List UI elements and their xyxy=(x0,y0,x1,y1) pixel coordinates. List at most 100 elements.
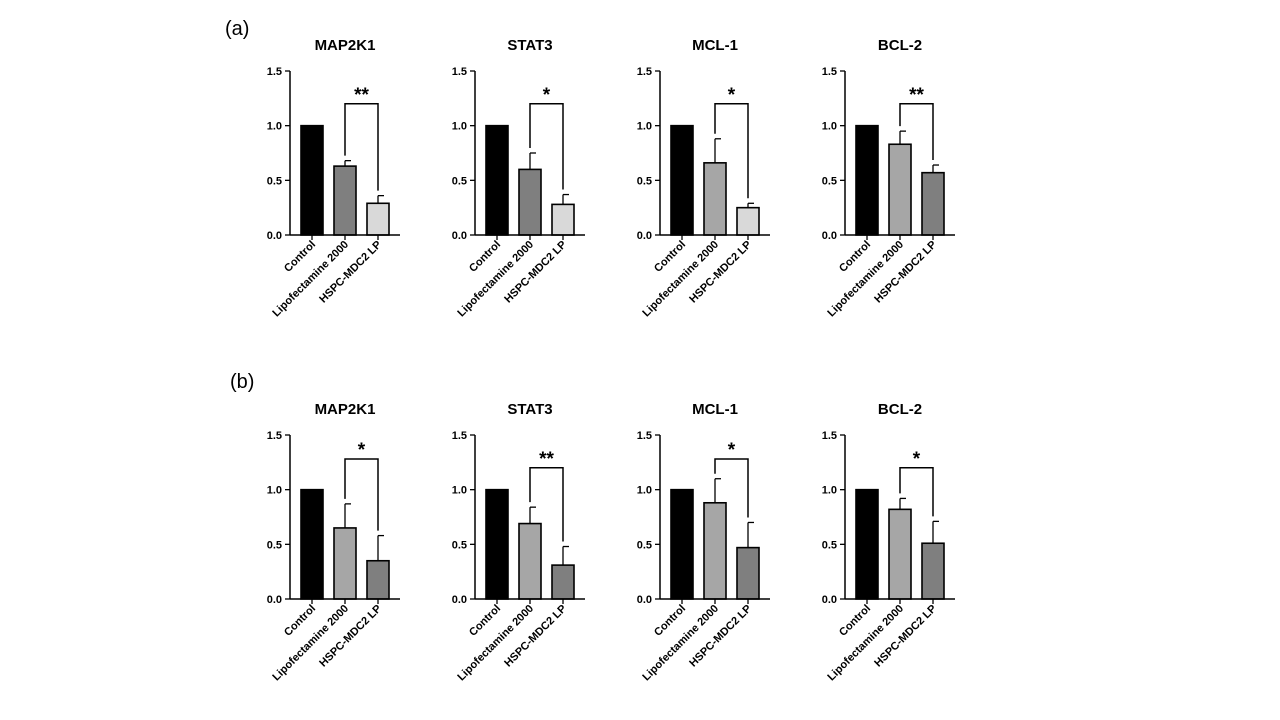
significance-bracket xyxy=(899,103,934,161)
category-label: HSPC-MDC2 LP xyxy=(872,239,939,306)
bar-0 xyxy=(300,488,324,600)
significance-label: * xyxy=(913,449,921,470)
bar-0 xyxy=(855,124,879,236)
y-tick-label: 0.5 xyxy=(637,175,652,187)
chart-title: MAP2K1 xyxy=(315,37,376,54)
y-tick-label: 1.5 xyxy=(267,430,282,442)
panel-label-a: (a) xyxy=(225,18,249,40)
y-tick-label: 1.5 xyxy=(637,66,652,78)
bar-1 xyxy=(518,168,542,236)
bar-1 xyxy=(888,508,912,600)
bar-1 xyxy=(703,162,727,236)
significance-bracket xyxy=(529,467,564,542)
y-tick-label: 1.0 xyxy=(452,121,467,133)
category-label: HSPC-MDC2 LP xyxy=(502,239,569,306)
category-label: HSPC-MDC2 LP xyxy=(502,603,569,670)
significance-label: ** xyxy=(909,85,924,106)
bar-2 xyxy=(551,203,575,236)
chart-title: MAP2K1 xyxy=(315,401,376,418)
significance-bracket xyxy=(714,458,749,518)
y-tick-label: 0.0 xyxy=(822,594,837,606)
chart-title: STAT3 xyxy=(507,401,552,418)
bar-2 xyxy=(551,564,575,600)
bar-1 xyxy=(333,165,357,236)
significance-label: ** xyxy=(539,449,554,470)
y-tick-label: 0.0 xyxy=(267,594,282,606)
y-tick-label: 0.0 xyxy=(267,230,282,242)
y-tick-label: 1.5 xyxy=(822,66,837,78)
significance-bracket xyxy=(529,103,564,190)
bar-0 xyxy=(300,124,324,236)
bar-1 xyxy=(888,143,912,236)
chart-title: MCL-1 xyxy=(692,401,738,418)
bar-2 xyxy=(736,206,760,236)
chart-title: MCL-1 xyxy=(692,37,738,54)
chart-title: BCL-2 xyxy=(878,37,922,54)
significance-bracket xyxy=(899,467,934,517)
y-tick-label: 0.5 xyxy=(267,175,282,187)
bar-0 xyxy=(670,124,694,236)
bar-2 xyxy=(366,202,390,236)
chart-title: BCL-2 xyxy=(878,401,922,418)
panel-label-b: (b) xyxy=(230,371,254,393)
significance-bracket xyxy=(344,458,379,531)
y-tick-label: 0.5 xyxy=(637,539,652,551)
y-tick-label: 1.5 xyxy=(637,430,652,442)
bar-1 xyxy=(333,527,357,600)
y-tick-label: 1.0 xyxy=(822,485,837,497)
y-tick-label: 0.0 xyxy=(822,230,837,242)
y-tick-label: 0.0 xyxy=(452,594,467,606)
chart-title: STAT3 xyxy=(507,37,552,54)
significance-label: ** xyxy=(354,85,369,106)
y-tick-label: 0.5 xyxy=(267,539,282,551)
category-label: HSPC-MDC2 LP xyxy=(687,239,754,306)
bar-1 xyxy=(518,522,542,600)
bar-2 xyxy=(921,542,945,600)
category-label: HSPC-MDC2 LP xyxy=(687,603,754,670)
bar-0 xyxy=(855,488,879,600)
significance-bracket xyxy=(344,103,379,191)
category-label: HSPC-MDC2 LP xyxy=(317,603,384,670)
y-tick-label: 0.0 xyxy=(637,594,652,606)
y-tick-label: 1.5 xyxy=(822,430,837,442)
significance-bracket xyxy=(714,103,749,199)
bar-2 xyxy=(366,559,390,600)
significance-label: * xyxy=(543,85,551,106)
bar-0 xyxy=(670,488,694,600)
y-tick-label: 1.0 xyxy=(822,121,837,133)
bar-1 xyxy=(703,501,727,600)
y-tick-label: 0.0 xyxy=(452,230,467,242)
category-label: HSPC-MDC2 LP xyxy=(872,603,939,670)
y-tick-label: 1.0 xyxy=(267,121,282,133)
y-tick-label: 1.0 xyxy=(267,485,282,497)
bar-0 xyxy=(485,488,509,600)
y-tick-label: 0.0 xyxy=(637,230,652,242)
y-tick-label: 1.0 xyxy=(637,485,652,497)
y-tick-label: 0.5 xyxy=(452,539,467,551)
bar-2 xyxy=(736,546,760,600)
y-tick-label: 1.5 xyxy=(267,66,282,78)
y-tick-label: 1.0 xyxy=(452,485,467,497)
category-label: HSPC-MDC2 LP xyxy=(317,239,384,306)
significance-label: * xyxy=(728,440,736,461)
significance-label: * xyxy=(728,85,736,106)
bar-2 xyxy=(921,171,945,236)
y-tick-label: 1.0 xyxy=(637,121,652,133)
y-tick-label: 0.5 xyxy=(452,175,467,187)
y-tick-label: 0.5 xyxy=(822,175,837,187)
y-tick-label: 1.5 xyxy=(452,66,467,78)
bar-0 xyxy=(485,124,509,236)
significance-label: * xyxy=(358,440,366,461)
y-tick-label: 0.5 xyxy=(822,539,837,551)
y-tick-label: 1.5 xyxy=(452,430,467,442)
